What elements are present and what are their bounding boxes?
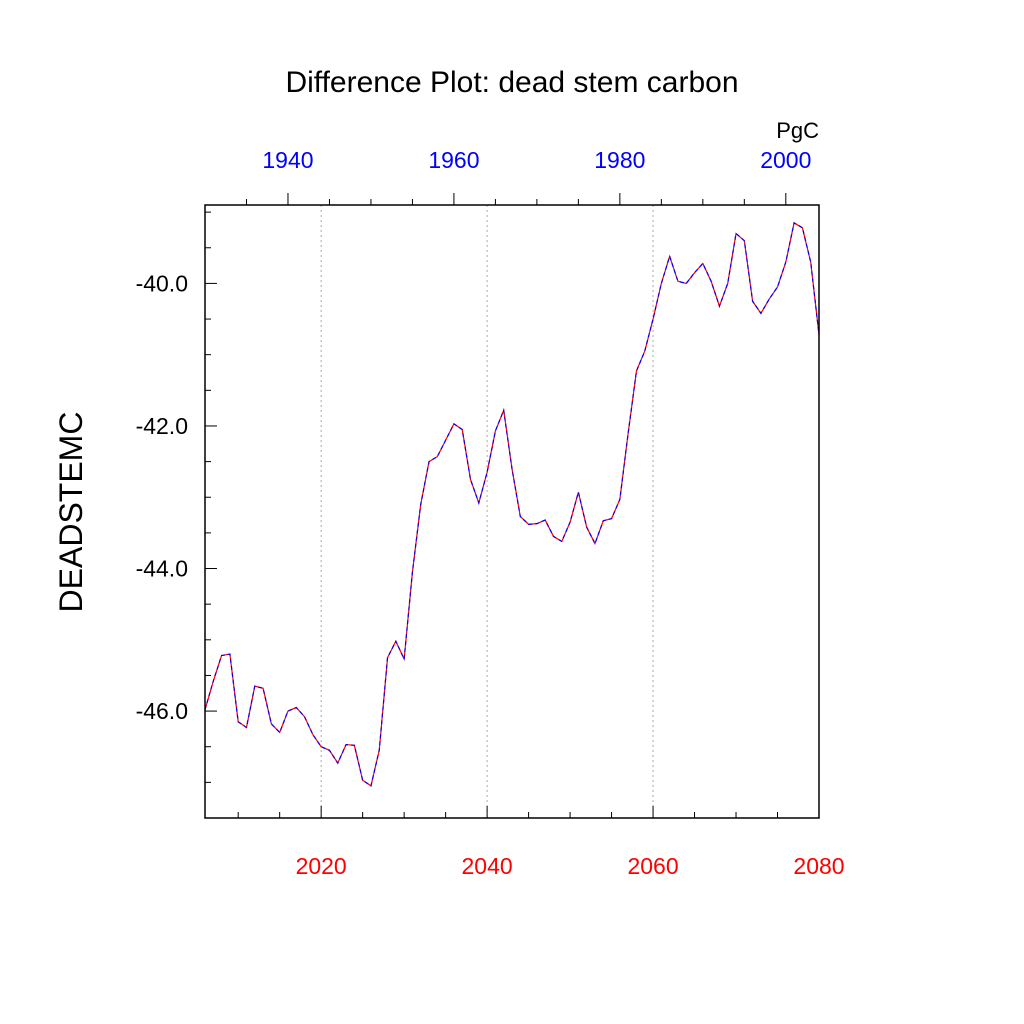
grid-lines <box>320 205 654 818</box>
axis-ticks <box>205 193 820 818</box>
top-tick-label: 2000 <box>760 147 811 173</box>
x-tick-label: 2020 <box>296 853 347 879</box>
x-tick-label: 2060 <box>627 853 678 879</box>
x-tick-label: 2080 <box>793 853 844 879</box>
plot-frame <box>204 204 820 819</box>
data-line-blue <box>204 221 820 787</box>
y-tick-label: -44.0 <box>136 556 188 582</box>
data-line-red <box>204 221 820 787</box>
x-tick-label: 2040 <box>462 853 513 879</box>
units-label: PgC <box>776 118 819 143</box>
series-layer <box>204 221 820 787</box>
y-tick-label: -40.0 <box>136 270 188 296</box>
top-tick-label: 1960 <box>428 147 479 173</box>
chart-title: Difference Plot: dead stem carbon <box>285 66 738 99</box>
top-tick-label: 1940 <box>262 147 313 173</box>
top-tick-label: 1980 <box>594 147 645 173</box>
tick-labels: 2020 2040 2060 2080 1940 1960 1980 2000 -40.0 -42… <box>136 147 845 879</box>
y-axis-label: DEADSTEMC <box>53 412 89 613</box>
y-tick-label: -46.0 <box>136 698 188 724</box>
y-tick-label: -42.0 <box>136 413 188 439</box>
